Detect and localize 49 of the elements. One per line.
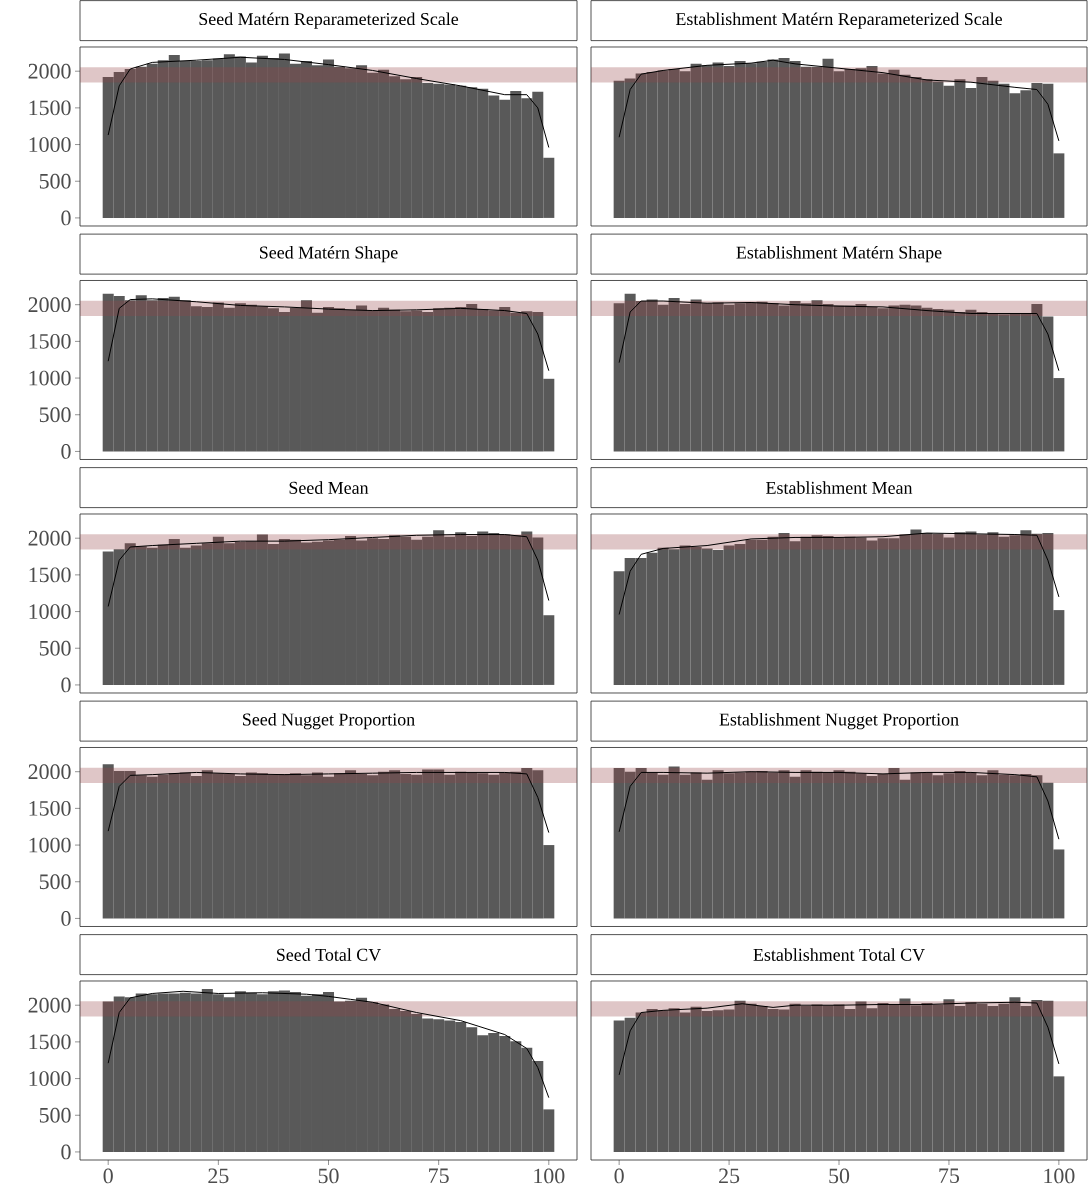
y-tick-label: 0 [61,911,71,926]
y-tick-label: 1500 [29,333,71,349]
chart-title: Seed Mean [289,481,369,494]
y-tick-label: 1500 [29,800,71,816]
y-tick-label: 1000 [29,1071,71,1086]
line-series [107,56,550,148]
y-tick-label: 2000 [28,764,71,780]
y-tick-label: 1000 [29,837,71,853]
line-series [107,990,550,1099]
y-tick-label: 2000 [28,297,71,313]
y-tick-label: 500 [39,640,71,656]
y-tick-label: 500 [39,173,71,189]
x-tick-label: 25 [208,1168,229,1184]
chart-title: Establishment Mean [766,481,913,494]
x-tick-label: 0 [614,1168,624,1184]
y-tick-label: 0 [61,210,71,226]
y-tick-label: 1000 [29,604,71,619]
x-tick-label: 25 [719,1168,740,1184]
y-tick-label: 2000 [28,997,71,1013]
y-tick-label: 1500 [29,1034,71,1050]
y-tick-label: 2000 [28,530,71,546]
chart-title: Establishment Nugget Proportion [719,712,959,730]
y-tick-label: 1500 [29,567,71,583]
x-tick-label: 50 [318,1168,339,1184]
y-tick-label: 0 [61,1144,71,1160]
chart-title: Establishment Matérn Reparameterized Scale [675,12,1002,29]
x-tick-label: 100 [1044,1168,1075,1184]
chart-title: Seed Total CV [277,948,381,961]
line-series [107,534,550,607]
y-tick-label: 1000 [29,370,71,386]
chart-title: Seed Matérn Shape [259,245,398,263]
chart-title: Seed Matérn Reparameterized Scale [199,12,459,29]
y-tick-label: 0 [61,677,71,693]
y-tick-label: 500 [39,874,71,890]
y-tick-label: 0 [61,444,71,459]
y-tick-label: 1000 [29,137,71,152]
chart-title: Establishment Matérn Shape [736,245,942,263]
y-tick-label: 1500 [29,100,71,116]
chart-title: Establishment Total CV [753,948,925,961]
x-tick-label: 75 [939,1168,960,1184]
x-tick-label: 50 [829,1168,850,1184]
y-tick-label: 2000 [28,63,71,79]
x-tick-label: 75 [429,1168,449,1184]
y-tick-label: 500 [39,407,71,423]
x-tick-label: 100 [534,1168,565,1184]
line-series [107,298,550,372]
chart-title: Seed Nugget Proportion [243,712,415,730]
x-tick-label: 0 [103,1168,113,1184]
y-tick-label: 500 [39,1107,71,1123]
